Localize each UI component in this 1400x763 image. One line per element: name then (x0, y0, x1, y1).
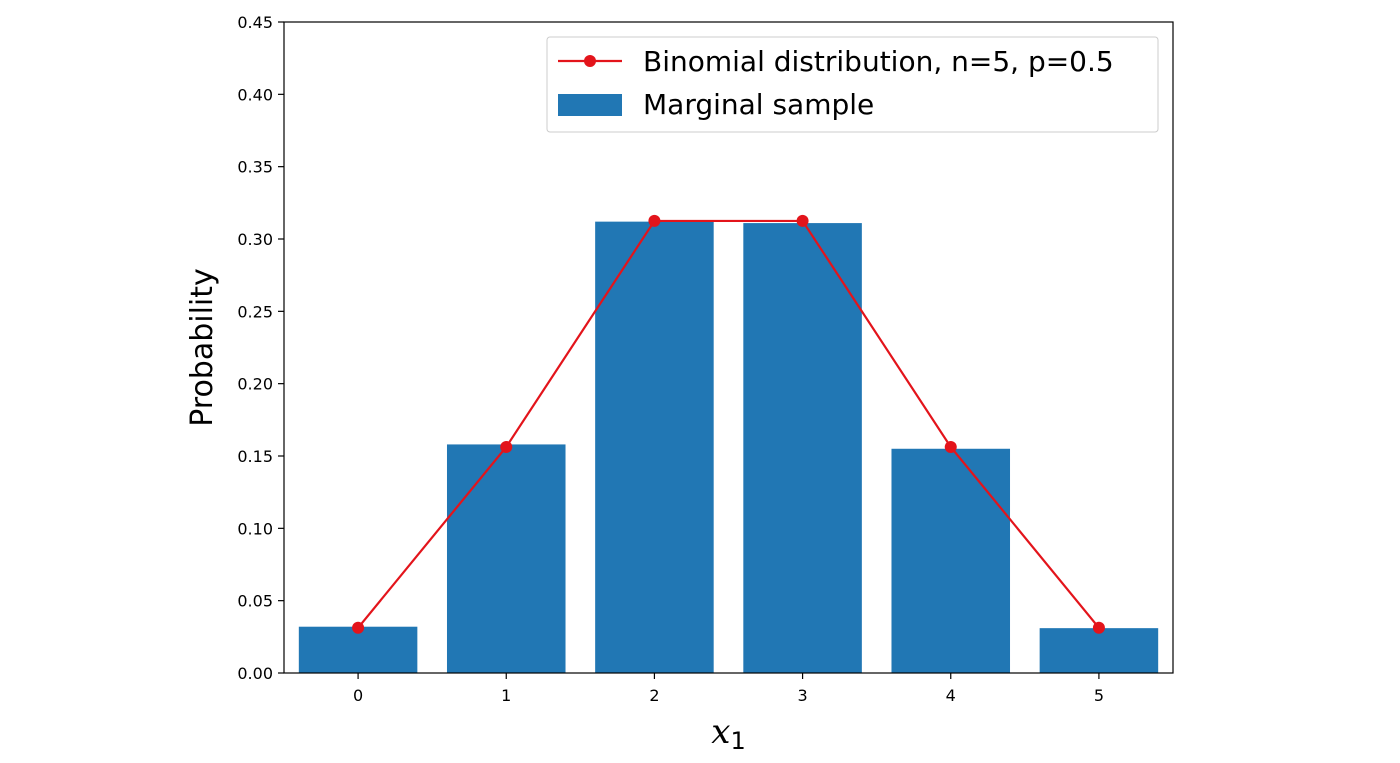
legend-box (546, 36, 1159, 133)
y-tick-label: 0.40 (237, 85, 273, 104)
x-axis-title-main: x (711, 712, 730, 752)
legend-label-marginal: Marginal sample (643, 88, 874, 121)
x-tick-label: 4 (946, 686, 956, 705)
plot-frame (283, 21, 1174, 674)
x-tick-label: 0 (353, 686, 363, 705)
y-tick-label: 0.15 (237, 447, 273, 466)
y-tick-label: 0.25 (237, 302, 273, 321)
binomial-point-0 (352, 621, 365, 634)
legend: Binomial distribution, n=5, p=0.5 Margin… (546, 36, 1159, 133)
binomial-point-1 (500, 440, 513, 453)
y-tick-label: 0.10 (237, 519, 273, 538)
legend-marker-swatch (584, 55, 596, 67)
legend-label-binomial: Binomial distribution, n=5, p=0.5 (643, 45, 1114, 78)
x-axis: 0 1 2 3 4 5 (353, 673, 1104, 705)
binomial-point-4 (944, 440, 957, 453)
binomial-line (357, 219, 1100, 629)
y-tick-label: 0.35 (237, 158, 273, 177)
y-tick-label: 0.05 (237, 592, 273, 611)
binomial-point-2 (648, 214, 661, 227)
y-tick-label: 0.20 (237, 375, 273, 394)
y-tick-label: 0.45 (237, 13, 273, 32)
y-axis: 0.00 0.05 0.10 0.15 0.20 0.25 0.30 0.35 0.40 0.45 (237, 13, 284, 683)
bar-0 (298, 626, 418, 673)
legend-bar-swatch (558, 94, 622, 116)
binomial-point-5 (1092, 621, 1105, 634)
bars-layer (298, 221, 1159, 673)
binomial-point-3 (796, 214, 809, 227)
bar-5 (1039, 628, 1159, 673)
y-tick-label: 0.30 (237, 230, 273, 249)
bar-4 (891, 448, 1011, 673)
x-tick-label: 5 (1094, 686, 1104, 705)
line-layer (352, 214, 1105, 634)
bar-3 (743, 223, 862, 673)
y-axis-title: Probability (185, 268, 220, 427)
x-tick-label: 2 (649, 686, 659, 705)
x-axis-title-subscript: 1 (730, 727, 745, 755)
x-axis-title: x1 (711, 712, 745, 755)
x-tick-label: 3 (797, 686, 807, 705)
y-tick-label: 0.00 (237, 664, 273, 683)
bar-1 (446, 444, 566, 673)
bar-2 (595, 221, 714, 673)
x-tick-label: 1 (501, 686, 511, 705)
